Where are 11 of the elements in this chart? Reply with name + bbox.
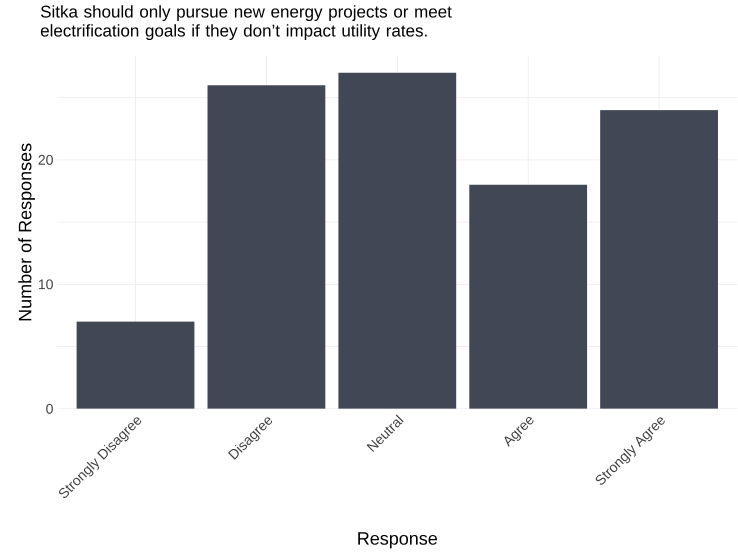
bar [469, 184, 588, 409]
bar [76, 322, 194, 409]
y-tick-label: 20 [38, 155, 53, 165]
bar [600, 110, 718, 409]
y-tick-label: 10 [38, 280, 53, 290]
bar [338, 72, 456, 409]
y-tick-label: 0 [46, 404, 53, 414]
bar [208, 85, 326, 409]
y-axis-title: Number of Responses [18, 144, 36, 321]
x-axis-title: Response [358, 532, 437, 548]
chart-title: Sitka should only pursue new energy projects or meet electrification goals if they don’t impact utility rates. [40, 5, 452, 40]
